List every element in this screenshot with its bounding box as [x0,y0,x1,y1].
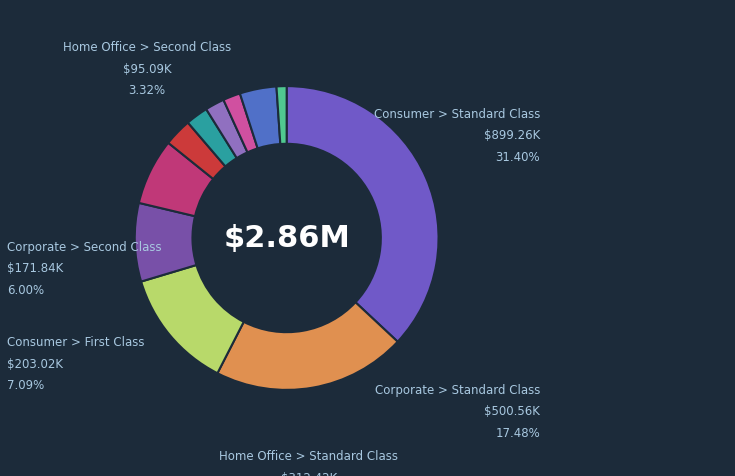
Text: Corporate > Second Class: Corporate > Second Class [7,241,162,254]
Wedge shape [276,86,287,144]
Text: $2.86M: $2.86M [223,224,350,252]
Text: 6.00%: 6.00% [7,284,45,297]
Wedge shape [240,87,280,149]
Text: Corporate > Standard Class: Corporate > Standard Class [375,384,540,397]
Text: Home Office > Standard Class: Home Office > Standard Class [219,450,398,464]
Text: $500.56K: $500.56K [484,405,540,418]
Wedge shape [135,203,196,282]
Text: 17.48%: 17.48% [495,426,540,440]
Wedge shape [218,302,398,390]
Text: $899.26K: $899.26K [484,129,540,142]
Text: 7.09%: 7.09% [7,379,45,392]
Text: Home Office > Second Class: Home Office > Second Class [63,41,231,54]
Wedge shape [139,143,213,216]
Wedge shape [188,109,237,167]
Wedge shape [287,86,439,342]
Wedge shape [223,93,258,152]
Text: Consumer > First Class: Consumer > First Class [7,336,145,349]
Text: $203.02K: $203.02K [7,357,63,371]
Text: $171.84K: $171.84K [7,262,64,276]
Wedge shape [141,265,244,373]
Text: 31.40%: 31.40% [495,150,540,164]
Text: $312.42K: $312.42K [281,472,337,476]
Text: $95.09K: $95.09K [123,62,171,76]
Text: Consumer > Standard Class: Consumer > Standard Class [374,108,540,121]
Wedge shape [168,123,226,179]
Wedge shape [207,100,248,158]
Text: 3.32%: 3.32% [129,84,165,97]
